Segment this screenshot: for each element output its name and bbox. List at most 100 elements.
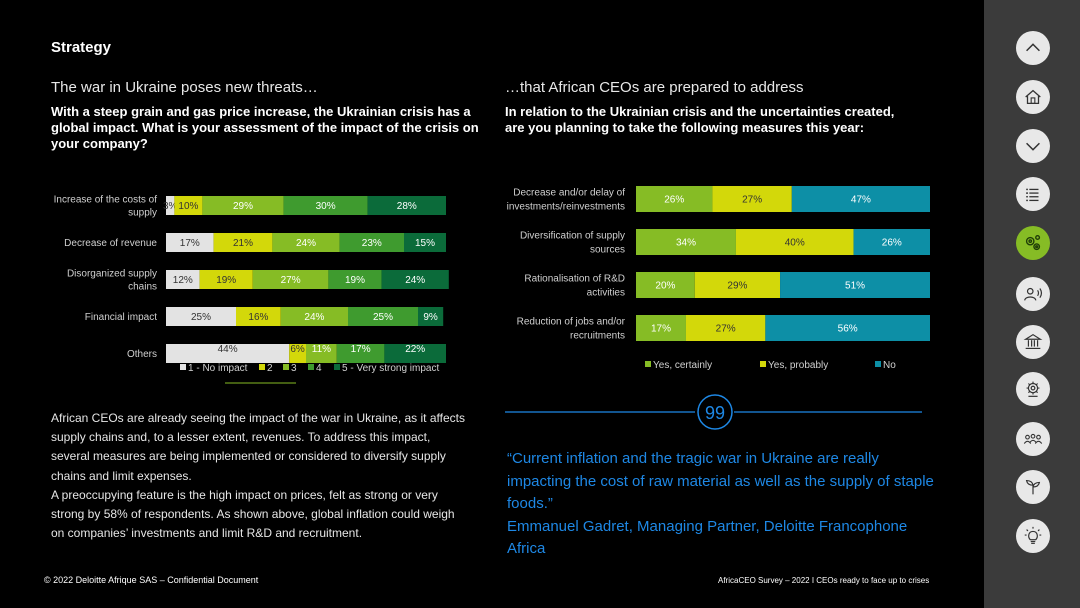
bar-segment [694, 272, 781, 298]
bar-segment [636, 229, 736, 255]
group-icon[interactable] [1016, 422, 1050, 456]
data-label: 28% [397, 201, 417, 212]
category-label: Financial impact [85, 312, 157, 323]
data-label: 17% [180, 238, 200, 249]
category-label: Decrease of revenue [64, 238, 157, 249]
bar-segment [199, 270, 253, 289]
data-label: 9% [423, 312, 438, 323]
gear-globe-icon[interactable] [1016, 372, 1050, 406]
data-label: 26% [882, 238, 902, 249]
bar-segment [685, 315, 766, 341]
bar-segment [213, 233, 273, 252]
chevron-down-icon[interactable] [1016, 129, 1050, 163]
data-label: 6% [290, 344, 305, 355]
quote-mark-glyph: 99 [705, 403, 725, 423]
bar-segment [636, 272, 695, 298]
data-label: 25% [373, 312, 393, 323]
data-label: 12% [173, 275, 193, 286]
bar-segment [791, 186, 930, 212]
bar-segment [712, 186, 792, 212]
quote-block: “Current inflation and the tragic war in… [507, 448, 937, 561]
bar-segment [404, 233, 446, 252]
bar-segment [289, 344, 306, 363]
bar-segment [166, 233, 214, 252]
bar-segment [280, 307, 348, 326]
data-label: 11% [312, 344, 331, 355]
legend-swatch [875, 361, 881, 367]
bar-segment [367, 196, 446, 215]
people-talk-icon[interactable] [1016, 277, 1050, 311]
data-label: 3% [163, 201, 178, 212]
list-icon[interactable] [1016, 177, 1050, 211]
data-label: 24% [304, 312, 324, 323]
bar-segment [418, 307, 444, 326]
data-label: 27% [716, 324, 736, 335]
legend-label: Yes, certainly [653, 360, 712, 371]
category-label: Reduction of jobs and/or [517, 317, 626, 328]
bar-segment [174, 196, 203, 215]
chevron-up-icon[interactable] [1016, 31, 1050, 65]
data-label: 24% [296, 238, 316, 249]
data-label: 29% [233, 201, 253, 212]
data-label: 20% [655, 281, 675, 292]
quote-text: “Current inflation and the tragic war in… [507, 450, 934, 513]
bar-segment [336, 344, 385, 363]
category-label: investments/reinvestments [507, 202, 625, 213]
data-label: 29% [727, 281, 747, 292]
bar-segment [381, 270, 449, 289]
data-label: 21% [233, 238, 253, 249]
bar-segment [236, 307, 281, 326]
category-label: Diversification of supply [520, 231, 625, 242]
data-label: 16% [248, 312, 268, 323]
legend-label: 1 - No impact [188, 363, 248, 374]
bar-segment [765, 315, 930, 341]
bar-segment [252, 270, 329, 289]
bar-segment [780, 272, 930, 298]
data-label: 17% [651, 324, 671, 335]
data-label: 27% [281, 275, 301, 286]
bar-segment [202, 196, 284, 215]
left-survey-question: With a steep grain and gas price increas… [51, 104, 479, 151]
data-label: 30% [316, 201, 336, 212]
data-label: 34% [676, 238, 696, 249]
quote-attribution: Emmanuel Gadret, Managing Partner, Deloi… [507, 517, 908, 558]
bar-segment [306, 344, 337, 363]
slide-title: Strategy [51, 39, 112, 56]
data-label: 56% [838, 324, 858, 335]
bar-segment [853, 229, 930, 255]
right-survey-question: In relation to the Ukrainian crisis and … [505, 104, 895, 135]
category-label: Rationalisation of R&D [524, 274, 625, 285]
legend-swatch [180, 364, 186, 370]
category-label: Increase of the costs of [54, 195, 158, 206]
home-icon[interactable] [1016, 80, 1050, 114]
data-label: 17% [351, 344, 371, 355]
category-label: activities [587, 288, 625, 299]
legend-label: 4 [316, 363, 322, 374]
data-label: 15% [415, 238, 435, 249]
footer-survey-title: AfricaCEO Survey – 2022 I CEOs ready to … [718, 576, 930, 585]
data-label: 19% [216, 275, 236, 286]
plant-icon[interactable] [1016, 470, 1050, 504]
bar-segment [166, 344, 290, 363]
bar-segment [166, 196, 175, 215]
bar-segment [339, 233, 404, 252]
data-label: 10% [178, 201, 198, 212]
data-label: 19% [345, 275, 365, 286]
quote-divider: 99 [505, 394, 922, 430]
legend-swatch [308, 364, 314, 370]
bar-segment [166, 270, 200, 289]
legend-swatch [334, 364, 340, 370]
lightbulb-icon[interactable] [1016, 519, 1050, 553]
data-label: 26% [664, 195, 684, 206]
footer-copyright: © 2022 Deloitte Afrique SAS – Confidenti… [44, 575, 259, 585]
data-label: 27% [742, 195, 762, 206]
gears-icon[interactable] [1016, 226, 1050, 260]
planned-measures-chart: Decrease and/or delay of investments/rein… [507, 186, 930, 371]
body-text: African CEOs are already seeing the impa… [51, 409, 471, 543]
category-label: sources [590, 245, 625, 256]
bar-segment [283, 196, 368, 215]
right-section-heading: …that African CEOs are prepared to addre… [505, 79, 804, 96]
category-label: recruitments [570, 331, 625, 342]
bank-icon[interactable] [1016, 325, 1050, 359]
bar-segment [384, 344, 446, 363]
